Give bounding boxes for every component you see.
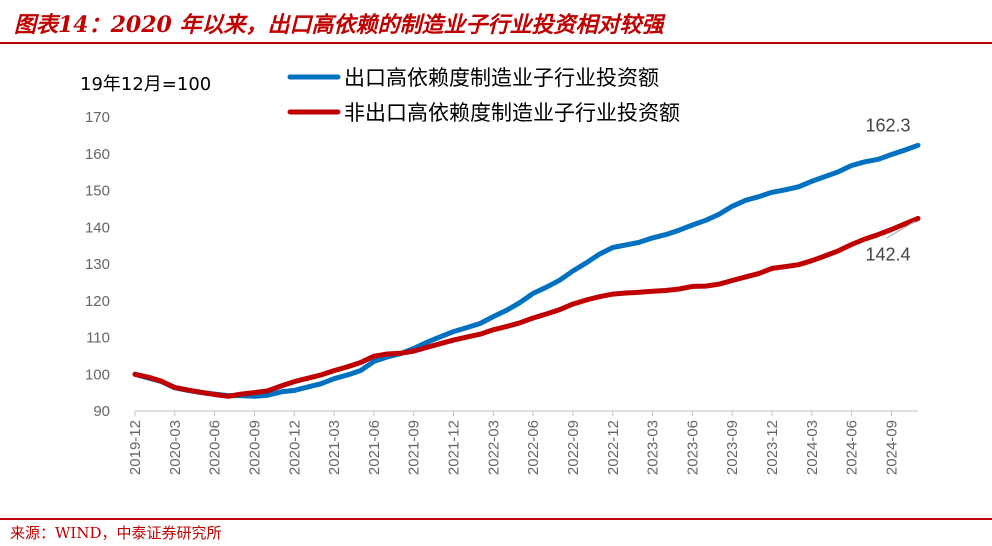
x-tick-label: 2021-12 [446, 420, 463, 475]
x-tick-label: 2020-12 [286, 420, 303, 475]
x-tick-label: 2024-03 [804, 420, 821, 475]
x-tick-label: 2022-06 [525, 420, 542, 475]
x-tick-label: 2020-06 [207, 420, 224, 475]
x-tick-label: 2024-09 [883, 420, 900, 475]
x-tick-label: 2020-09 [246, 420, 263, 475]
line-chart: 90 100 110 120 130 140 150 160 170 2019-12 2020-03… [80, 66, 921, 475]
x-tick-label: 2022-12 [605, 420, 622, 475]
y-tick-label: 140 [85, 219, 110, 236]
x-tick-label: 2020-03 [167, 420, 184, 475]
x-tick-label: 2021-09 [406, 420, 423, 475]
x-tick-label: 2024-06 [844, 420, 861, 475]
x-tick-label: 2022-03 [485, 420, 502, 475]
x-tick-label: 2023-06 [684, 420, 701, 475]
y-tick-label: 120 [85, 293, 110, 310]
y-tick-label: 100 [85, 366, 110, 383]
legend-label-1: 非出口高依赖度制造业子行业投资额 [344, 101, 680, 125]
x-tick-label: 2023-03 [645, 420, 662, 475]
x-tick-label: 2021-03 [326, 420, 343, 475]
chart-axes: 90 100 110 120 130 140 150 160 170 2019-12 2020-03… [80, 74, 918, 475]
end-label-leader [885, 220, 916, 239]
source-note: 来源：WIND，中泰证券研究所 [10, 524, 222, 542]
series-layer: 162.3 142.4 [132, 115, 921, 399]
x-tick-label: 2021-06 [366, 420, 383, 475]
y-tick-label: 150 [85, 183, 110, 200]
x-tick-label: 2019-12 [127, 420, 144, 475]
x-tick-label: 2023-09 [724, 420, 741, 475]
y-tick-label: 160 [85, 146, 110, 163]
y-tick-label: 130 [85, 256, 110, 273]
y-tick-label: 110 [86, 330, 110, 347]
title-divider [0, 42, 992, 44]
footer-divider [0, 518, 992, 520]
chart-title: 图表14：2020 年以来，出口高依赖的制造业子行业投资相对较强 [14, 12, 664, 38]
end-label-red: 142.4 [865, 244, 910, 264]
chart-header: 图表14：2020 年以来，出口高依赖的制造业子行业投资相对较强 [0, 0, 992, 44]
x-tick-label: 2023-12 [764, 420, 781, 475]
series-line-0 [132, 142, 921, 399]
legend-label-0: 出口高依赖度制造业子行业投资额 [344, 66, 659, 90]
end-label-blue: 162.3 [865, 115, 910, 135]
x-tick-label: 2022-09 [565, 420, 582, 475]
unit-label: 19年12月=100 [80, 74, 211, 95]
y-tick-label: 170 [85, 109, 110, 126]
series-line-1 [132, 215, 921, 399]
y-tick-label: 90 [93, 403, 110, 420]
